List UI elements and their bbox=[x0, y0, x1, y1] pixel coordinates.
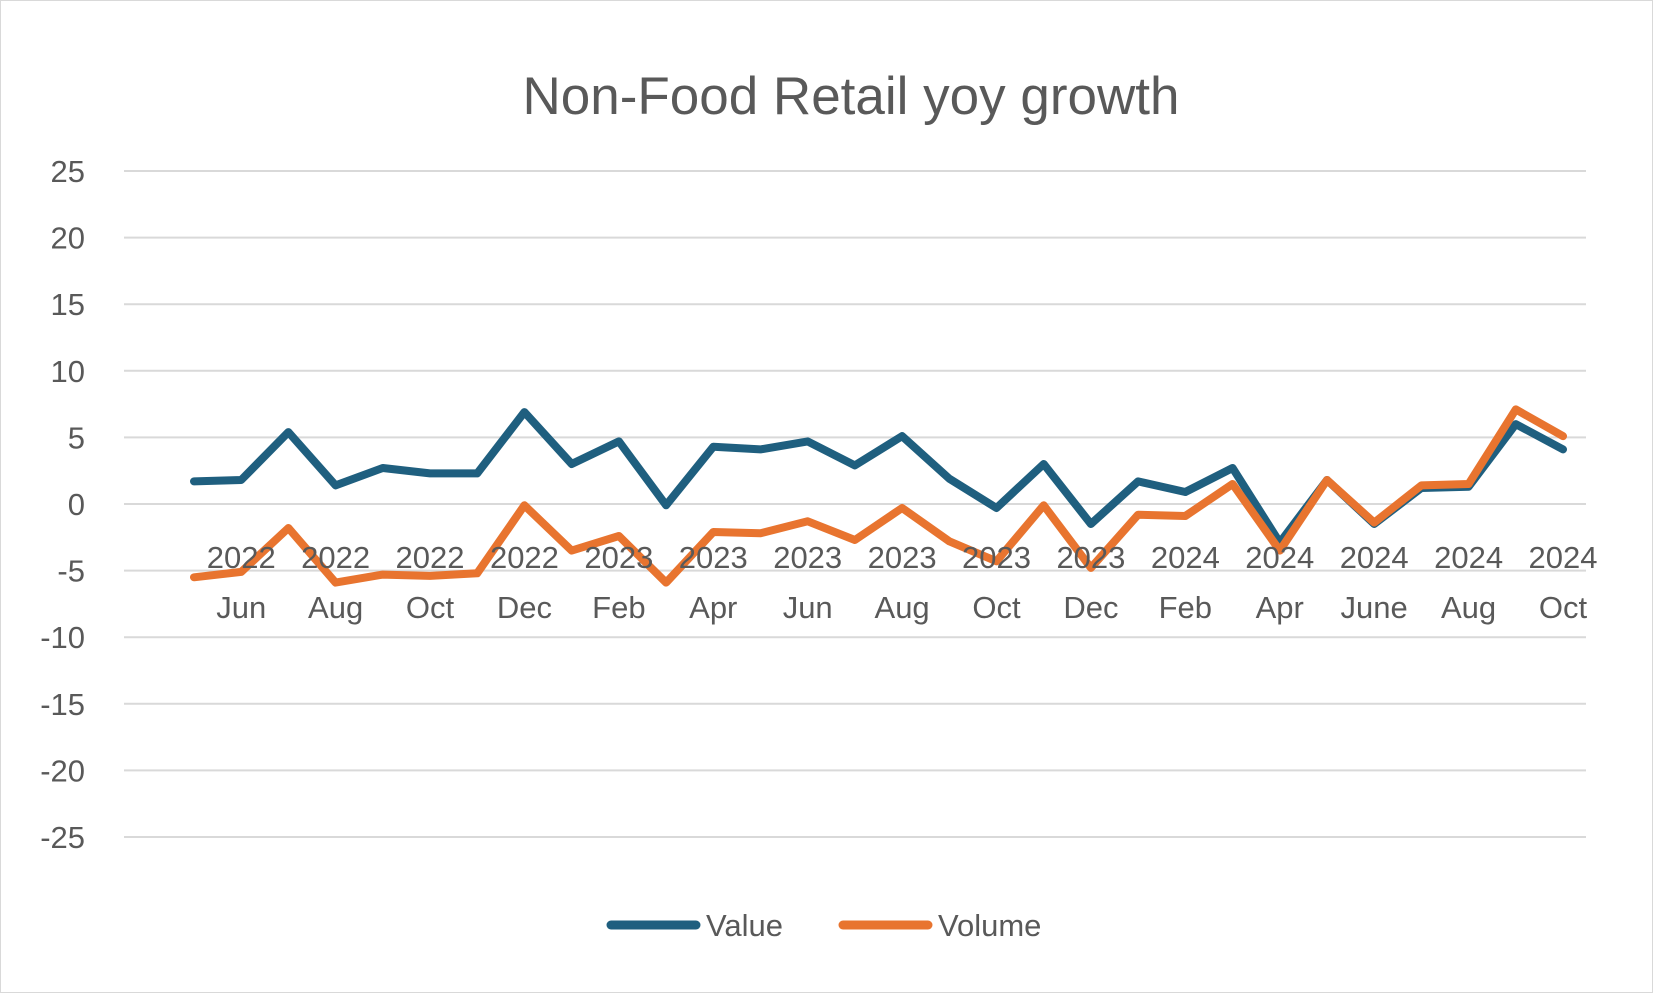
series-lines bbox=[190, 405, 1567, 587]
y-tick-label: 0 bbox=[68, 487, 85, 522]
x-tick-month: Feb bbox=[592, 590, 645, 625]
x-tick-month: Feb bbox=[1159, 590, 1212, 625]
legend-label-volume: Volume bbox=[938, 908, 1041, 943]
legend: Value Volume bbox=[606, 908, 1041, 943]
x-tick-month: Jun bbox=[216, 590, 266, 625]
x-tick-year: 2023 bbox=[868, 540, 937, 575]
y-tick-label: -25 bbox=[40, 820, 85, 855]
x-tick-year: 2022 bbox=[207, 540, 276, 575]
y-tick-label: 15 bbox=[51, 287, 85, 322]
x-tick-year: 2024 bbox=[1529, 540, 1598, 575]
chart-title: Non-Food Retail yoy growth bbox=[523, 67, 1180, 126]
gridlines bbox=[124, 170, 1586, 838]
x-tick-month: June bbox=[1341, 590, 1408, 625]
y-tick-label: -5 bbox=[57, 554, 85, 589]
x-tick-month: Aug bbox=[1441, 590, 1496, 625]
y-axis-tick-labels: 25 20 15 10 5 0 -5 -10 -15 -20 -25 bbox=[40, 154, 85, 855]
x-tick-year: 2024 bbox=[1340, 540, 1409, 575]
x-tick-month: Aug bbox=[875, 590, 930, 625]
series-line-volume bbox=[190, 405, 1567, 587]
x-tick-year: 2024 bbox=[1151, 540, 1220, 575]
x-tick-month: Apr bbox=[689, 590, 737, 625]
legend-label-value: Value bbox=[706, 908, 783, 943]
x-tick-year: 2022 bbox=[396, 540, 465, 575]
y-tick-label: -15 bbox=[40, 687, 85, 722]
x-tick-year: 2024 bbox=[1245, 540, 1314, 575]
x-tick-year: 2023 bbox=[1056, 540, 1125, 575]
x-tick-month: Aug bbox=[308, 590, 363, 625]
x-tick-year: 2023 bbox=[679, 540, 748, 575]
x-tick-year: 2023 bbox=[962, 540, 1031, 575]
y-tick-label: 5 bbox=[68, 420, 85, 455]
x-tick-month: Jun bbox=[783, 590, 833, 625]
x-tick-year: 2024 bbox=[1434, 540, 1503, 575]
x-tick-month: Oct bbox=[406, 590, 455, 625]
x-tick-year: 2022 bbox=[490, 540, 559, 575]
y-tick-label: -20 bbox=[40, 753, 85, 788]
x-tick-month: Oct bbox=[972, 590, 1021, 625]
y-tick-label: 25 bbox=[51, 154, 85, 189]
x-tick-year: 2023 bbox=[773, 540, 842, 575]
y-tick-label: 10 bbox=[51, 354, 85, 389]
y-tick-label: 20 bbox=[51, 221, 85, 256]
x-tick-month: Apr bbox=[1256, 590, 1304, 625]
y-tick-label: -10 bbox=[40, 620, 85, 655]
x-tick-month: Dec bbox=[497, 590, 552, 625]
x-tick-month: Dec bbox=[1063, 590, 1118, 625]
x-tick-year: 2022 bbox=[301, 540, 370, 575]
x-tick-month: Oct bbox=[1539, 590, 1588, 625]
x-axis-tick-labels: 2022 Jun 2022 Aug 2022 Oct 2022 Dec 2023 Feb 2023 A… bbox=[207, 540, 1598, 625]
x-tick-year: 2023 bbox=[584, 540, 653, 575]
